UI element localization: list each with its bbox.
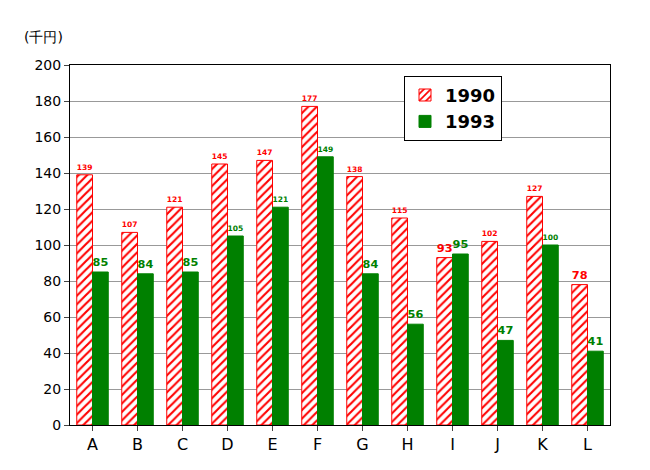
svg-text:G: G [356, 435, 368, 454]
svg-text:121: 121 [273, 195, 289, 204]
svg-text:F: F [313, 435, 322, 454]
svg-text:100: 100 [34, 237, 61, 253]
svg-text:140: 140 [34, 165, 61, 181]
svg-text:H: H [401, 435, 413, 454]
svg-text:147: 147 [257, 148, 273, 157]
svg-text:85: 85 [183, 256, 199, 269]
svg-text:47: 47 [498, 324, 514, 337]
svg-text:180: 180 [34, 93, 61, 109]
svg-text:D: D [221, 435, 233, 454]
svg-text:J: J [494, 435, 500, 454]
svg-text:1990: 1990 [445, 85, 495, 106]
svg-text:40: 40 [43, 345, 61, 361]
svg-text:149: 149 [318, 145, 334, 154]
svg-text:(千円): (千円) [24, 29, 63, 45]
svg-text:107: 107 [122, 220, 138, 229]
svg-text:115: 115 [392, 206, 408, 215]
svg-text:56: 56 [408, 308, 424, 321]
svg-text:145: 145 [212, 152, 228, 161]
svg-text:200: 200 [34, 57, 61, 73]
svg-text:84: 84 [363, 258, 379, 271]
svg-text:80: 80 [43, 273, 61, 289]
svg-text:127: 127 [527, 184, 543, 193]
svg-text:85: 85 [93, 256, 109, 269]
svg-text:138: 138 [347, 165, 363, 174]
svg-text:L: L [583, 435, 592, 454]
svg-text:139: 139 [77, 163, 93, 172]
svg-text:84: 84 [138, 258, 154, 271]
svg-text:41: 41 [588, 335, 604, 348]
svg-text:60: 60 [43, 309, 61, 325]
svg-text:100: 100 [543, 233, 559, 242]
svg-text:105: 105 [228, 224, 244, 233]
svg-text:B: B [132, 435, 143, 454]
svg-text:95: 95 [453, 238, 469, 251]
svg-text:78: 78 [572, 269, 588, 282]
svg-text:E: E [267, 435, 277, 454]
svg-text:C: C [177, 435, 188, 454]
svg-text:177: 177 [302, 94, 318, 103]
svg-text:A: A [87, 435, 98, 454]
svg-text:93: 93 [437, 242, 453, 255]
svg-text:I: I [450, 435, 455, 454]
svg-text:121: 121 [167, 195, 183, 204]
svg-text:0: 0 [52, 417, 61, 433]
svg-text:120: 120 [34, 201, 61, 217]
svg-text:160: 160 [34, 129, 61, 145]
svg-text:1993: 1993 [445, 111, 495, 132]
svg-text:20: 20 [43, 381, 61, 397]
svg-text:102: 102 [482, 229, 498, 238]
svg-text:K: K [537, 435, 548, 454]
